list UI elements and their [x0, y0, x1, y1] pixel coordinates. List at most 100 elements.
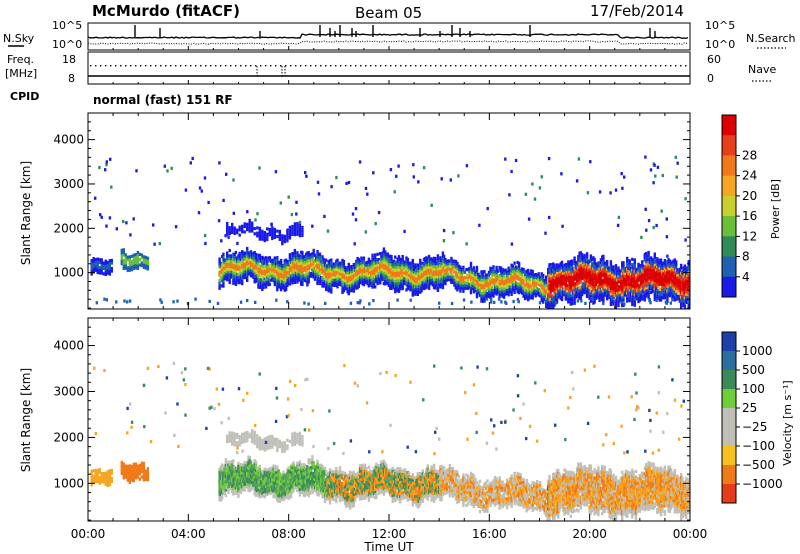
range-cell — [537, 282, 540, 286]
range-cell — [234, 282, 238, 286]
range-cell — [651, 260, 654, 264]
range-cell — [637, 286, 640, 290]
range-cell — [602, 260, 605, 264]
range-cell — [454, 283, 458, 287]
range-cell — [312, 270, 315, 274]
range-cell — [469, 261, 473, 265]
range-cell — [480, 280, 483, 284]
range-cell — [287, 279, 290, 283]
range-cell — [593, 295, 596, 299]
range-cell — [496, 274, 500, 278]
range-cell — [224, 258, 228, 262]
range-cell — [440, 261, 443, 265]
range-cell — [92, 259, 95, 263]
range-cell — [338, 266, 342, 270]
range-cell — [424, 259, 427, 263]
range-cell — [266, 227, 269, 231]
range-cell — [543, 289, 546, 293]
range-cell — [420, 275, 423, 280]
range-cell — [357, 268, 360, 272]
range-cell — [96, 270, 99, 274]
range-cell — [416, 292, 419, 296]
range-cell — [543, 279, 546, 283]
range-cell — [232, 276, 235, 280]
range-cell — [522, 281, 525, 285]
range-cell — [362, 259, 366, 263]
colorbar-tick-label: 4 — [742, 270, 750, 284]
range-cell — [320, 265, 323, 269]
range-cell — [257, 269, 260, 273]
range-cell — [646, 257, 649, 261]
range-cell — [387, 259, 391, 263]
range-cell — [678, 289, 682, 293]
range-cell — [530, 271, 533, 276]
range-cell — [427, 257, 431, 261]
range-cell — [623, 272, 626, 276]
range-cell — [512, 299, 515, 304]
colorbar-tick-label: 12 — [742, 229, 757, 243]
range-cell — [493, 278, 497, 282]
range-cell — [424, 267, 427, 271]
range-cell — [415, 277, 418, 281]
range-cell — [498, 279, 501, 283]
range-cell — [519, 271, 522, 275]
range-cell — [585, 268, 589, 272]
range-cell — [106, 483, 109, 487]
range-cell — [647, 274, 650, 278]
range-cell — [236, 228, 239, 232]
range-cell — [368, 279, 372, 283]
range-cell — [312, 264, 315, 268]
range-cell — [222, 255, 225, 259]
range-cell — [481, 297, 485, 301]
range-cell — [498, 287, 501, 291]
nave-dot — [335, 65, 337, 67]
range-cell — [382, 282, 386, 286]
range-cell — [487, 294, 491, 298]
range-cell — [296, 232, 299, 236]
range-cell — [621, 293, 624, 297]
range-cell — [430, 257, 433, 261]
range-cell — [644, 251, 648, 256]
range-cell — [126, 464, 129, 468]
range-cell — [220, 463, 224, 467]
range-cell — [492, 289, 495, 293]
range-cell — [450, 280, 453, 284]
range-cell — [450, 272, 453, 276]
range-cell — [520, 280, 524, 284]
range-cell — [220, 482, 224, 486]
range-cell — [220, 471, 224, 475]
range-cell — [471, 278, 474, 283]
range-cell — [350, 273, 353, 277]
range-cell — [218, 265, 221, 269]
range-cell — [229, 259, 233, 263]
range-cell — [128, 268, 131, 272]
range-cell — [425, 256, 428, 260]
range-cell — [656, 270, 659, 274]
range-cell — [224, 274, 228, 278]
range-cell — [434, 265, 437, 269]
range-cell — [277, 263, 280, 267]
nave-dot — [645, 65, 647, 67]
range-cell — [377, 274, 381, 278]
range-cell — [683, 293, 687, 297]
range-cell — [246, 246, 249, 251]
range-cell — [128, 260, 131, 264]
range-cell — [223, 464, 226, 468]
range-cell — [268, 282, 271, 286]
range-cell — [396, 289, 399, 293]
nave-dot — [570, 65, 572, 67]
range-cell — [489, 271, 492, 276]
range-cell — [90, 267, 93, 271]
range-cell — [510, 279, 513, 283]
range-cell — [100, 258, 103, 262]
range-cell — [138, 252, 142, 256]
range-cell — [621, 274, 624, 278]
range-cell — [560, 263, 564, 267]
range-cell — [429, 281, 432, 286]
range-cell — [110, 185, 113, 189]
range-cell — [258, 253, 261, 258]
range-cell — [527, 271, 530, 275]
range-cell — [312, 262, 315, 266]
range-cell — [110, 258, 113, 263]
range-cell — [288, 233, 292, 237]
